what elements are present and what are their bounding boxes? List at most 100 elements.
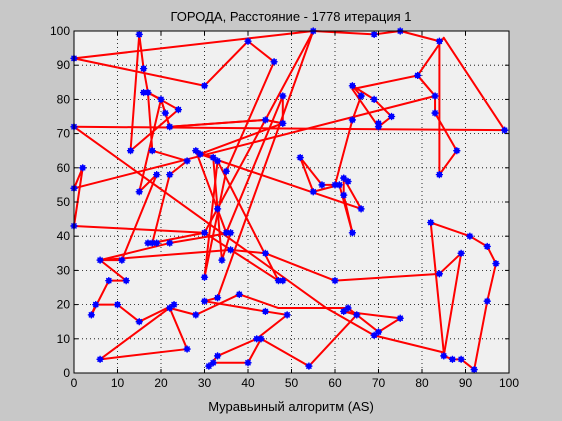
route-segment [216,30,315,299]
city-marker [435,270,443,278]
city-marker [144,239,152,247]
city-marker [348,229,356,237]
city-marker [431,92,439,100]
city-marker [279,277,287,285]
city-marker [501,126,509,134]
city-marker [470,365,478,374]
city-marker [270,58,278,66]
route-segment [73,125,506,132]
city-marker [370,95,378,103]
city-marker [296,153,304,162]
route-segment [116,303,141,323]
city-marker [448,355,457,363]
y-tick-label: 40 [57,229,71,243]
city-marker [414,71,422,80]
city-marker [222,229,230,237]
route-segment [199,153,363,210]
route-segment [486,245,497,265]
city-marker [96,355,104,363]
city-marker [309,188,317,196]
route-segment [299,156,315,193]
x-tick-label: 70 [372,376,386,390]
route-segment [151,173,171,245]
city-marker [213,157,222,165]
route-segment [351,88,380,128]
route-segment [429,221,445,354]
route-segment [168,307,197,316]
city-marker [227,229,235,237]
city-marker [353,311,361,319]
city-marker [483,297,491,305]
city-marker [126,147,135,155]
city-marker [166,304,174,312]
route-segment [168,118,267,128]
route-segment [138,173,158,193]
route-segment [334,118,354,186]
x-tick-labels: 0 10 20 30 40 50 60 70 80 90 100 [71,376,520,390]
route-segment [203,231,280,282]
city-marker [374,119,383,127]
city-marker [140,65,148,73]
city-marker [192,147,200,155]
city-marker [348,82,356,90]
city-marker [374,328,383,336]
city-marker [387,112,396,121]
city-marker [122,277,130,285]
route-segment [473,300,489,371]
city-marker [457,249,465,257]
route-segment [120,173,158,262]
city-marker [340,174,348,182]
route-segment [90,279,110,316]
city-marker [118,256,126,264]
city-marker [222,167,230,175]
city-marker [492,259,500,268]
route-segment [399,30,441,43]
city-marker [183,345,191,353]
city-marker [92,301,100,309]
route-segment [247,40,276,63]
route-segment [238,293,280,310]
x-tick-label: 0 [71,376,78,390]
city-marker [174,106,182,114]
city-marker [318,181,326,189]
route-segment [203,40,249,87]
city-marker [213,352,222,360]
city-marker [153,239,161,247]
route-segment [216,159,280,282]
city-marker [192,311,200,319]
city-marker [87,311,95,319]
city-marker [218,256,226,264]
city-marker [279,119,287,127]
route-segment [334,272,441,282]
city-marker [200,273,209,281]
route-segment [73,57,206,87]
city-marker [370,331,378,339]
city-marker [157,95,165,103]
route-segment [351,74,419,91]
city-marker [370,30,378,39]
route-segment [99,242,171,262]
city-marker [148,239,156,247]
city-marker [153,171,161,179]
route-segment [225,94,284,234]
city-marker [166,123,174,131]
city-marker [357,205,365,213]
y-tick-label: 30 [57,263,71,277]
city-marker [331,181,339,189]
city-marker [253,335,261,343]
route-segment [264,310,289,316]
y-tick-label: 90 [57,58,71,72]
city-marker [135,188,143,196]
route-segment [416,74,437,97]
route-segment [99,259,128,282]
city-marker [274,277,283,285]
city-marker [166,171,174,179]
x-tick-label: 80 [415,376,429,390]
city-marker [466,232,474,240]
city-marker [213,205,222,213]
city-marker [105,277,113,285]
city-marker [396,314,404,322]
route-segment [225,60,276,173]
city-marker [200,229,209,237]
city-marker [161,109,169,117]
